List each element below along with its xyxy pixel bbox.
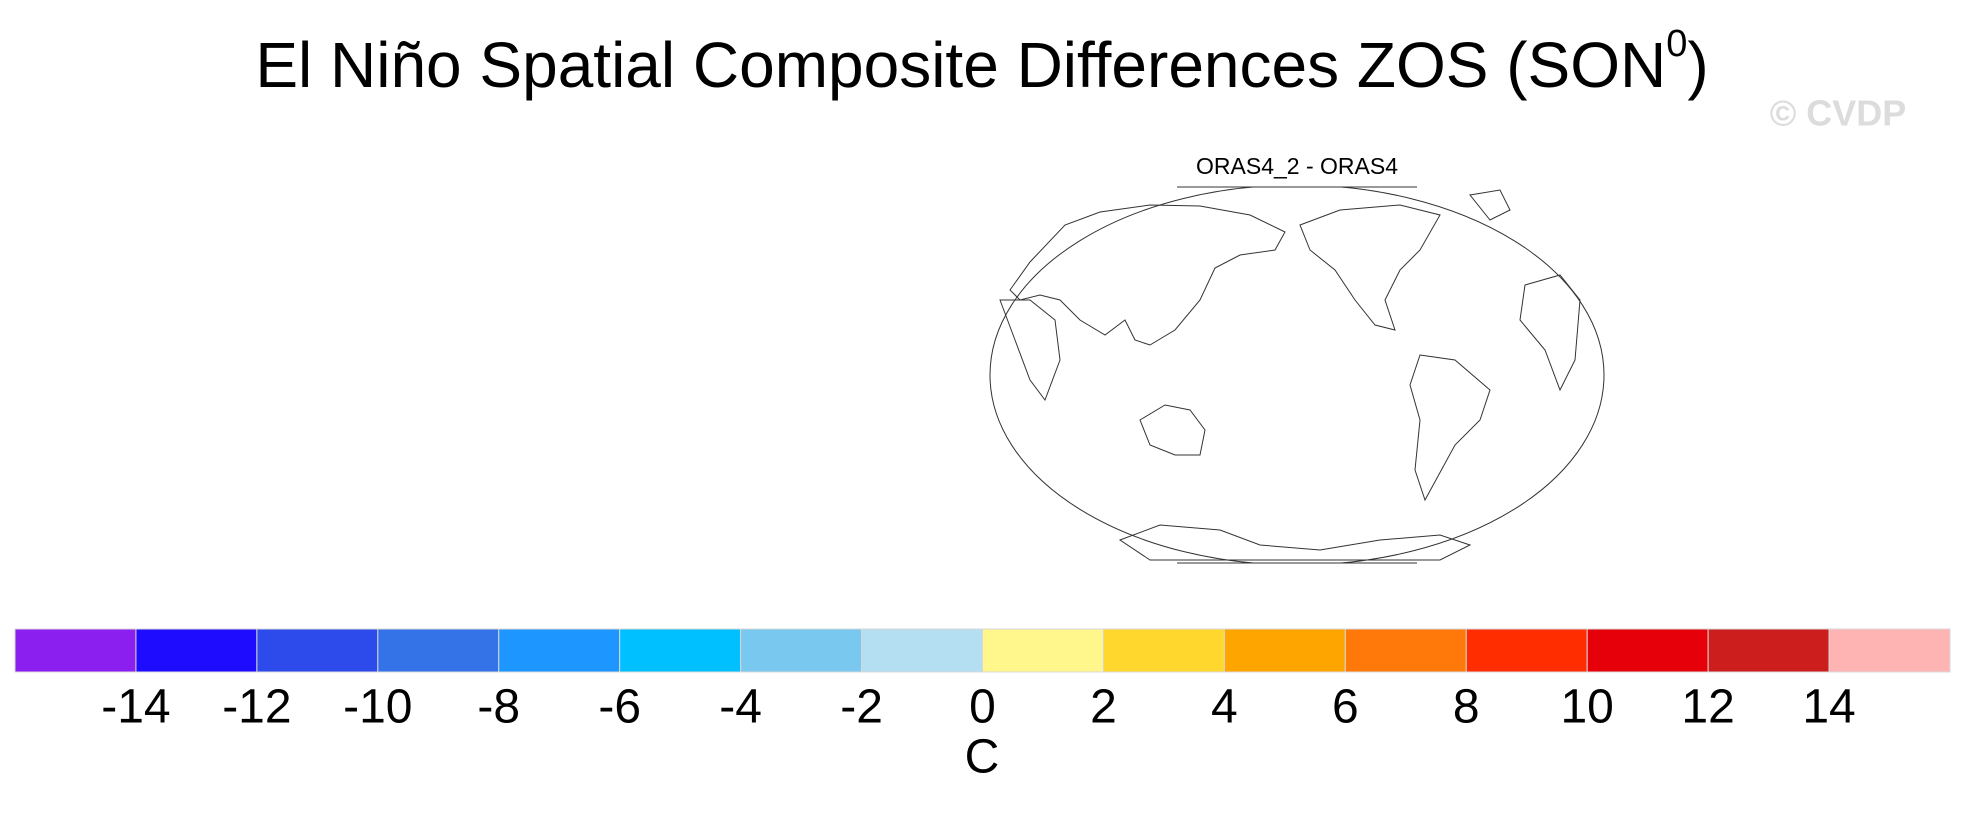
greenland	[1469, 189, 1511, 221]
color-box	[498, 628, 621, 673]
color-box	[1707, 628, 1830, 673]
colorbar-tick-label: -10	[343, 681, 412, 734]
colorbar-tick-label: 14	[1802, 681, 1855, 734]
map-title: ORAS4_2 - ORAS4	[1196, 153, 1398, 179]
north-america	[1299, 204, 1441, 331]
color-box	[135, 628, 258, 673]
colorbar-tick-label: -4	[719, 681, 762, 734]
color-box	[1828, 628, 1951, 673]
title-suffix: )	[1687, 29, 1708, 101]
color-box	[1586, 628, 1709, 673]
colorbar-tick-label: -14	[101, 681, 170, 734]
color-box	[1102, 628, 1225, 673]
color-box	[14, 628, 137, 673]
color-box	[1344, 628, 1467, 673]
colorbar-tick-label: 4	[1211, 681, 1238, 734]
color-box	[619, 628, 742, 673]
colorbar: -14 -12 -10 -8 -6 -4 -2 0 2 4 6 8 10 12 14	[14, 628, 1951, 734]
eurasia	[1009, 204, 1286, 346]
colorbar-tick-label: 8	[1453, 681, 1480, 734]
title-superscript: 0	[1666, 23, 1687, 65]
colorbar-tick-label: 12	[1681, 681, 1734, 734]
figure-title: El Niño Spatial Composite Differences ZO…	[255, 23, 1708, 101]
watermark: © CVDP	[1770, 93, 1907, 134]
title-main: El Niño Spatial Composite Differences ZO…	[255, 29, 1666, 101]
color-box	[861, 628, 983, 673]
colorbar-tick-label: -12	[222, 681, 291, 734]
color-box	[740, 628, 863, 673]
colorbar-tick-label: 0	[969, 681, 996, 734]
color-box	[377, 628, 500, 673]
map	[989, 186, 1605, 564]
colorbar-tick-label: 10	[1560, 681, 1613, 734]
color-box	[256, 628, 379, 673]
south-america	[1409, 354, 1491, 502]
colorbar-label: C	[965, 731, 1000, 784]
colorbar-tick-label: -8	[477, 681, 520, 734]
color-box	[1465, 628, 1588, 673]
color-box	[982, 628, 1104, 673]
color-box	[1223, 628, 1346, 673]
map-border	[989, 187, 1605, 563]
antarctica	[1118, 524, 1472, 561]
colorbar-tick-label: 2	[1090, 681, 1117, 734]
australia	[1139, 404, 1206, 456]
africa-east	[1519, 274, 1581, 392]
colorbar-tick-label: -6	[598, 681, 641, 734]
africa	[999, 299, 1061, 402]
colorbar-tick-label: -2	[840, 681, 883, 734]
colorbar-tick-label: 6	[1332, 681, 1359, 734]
